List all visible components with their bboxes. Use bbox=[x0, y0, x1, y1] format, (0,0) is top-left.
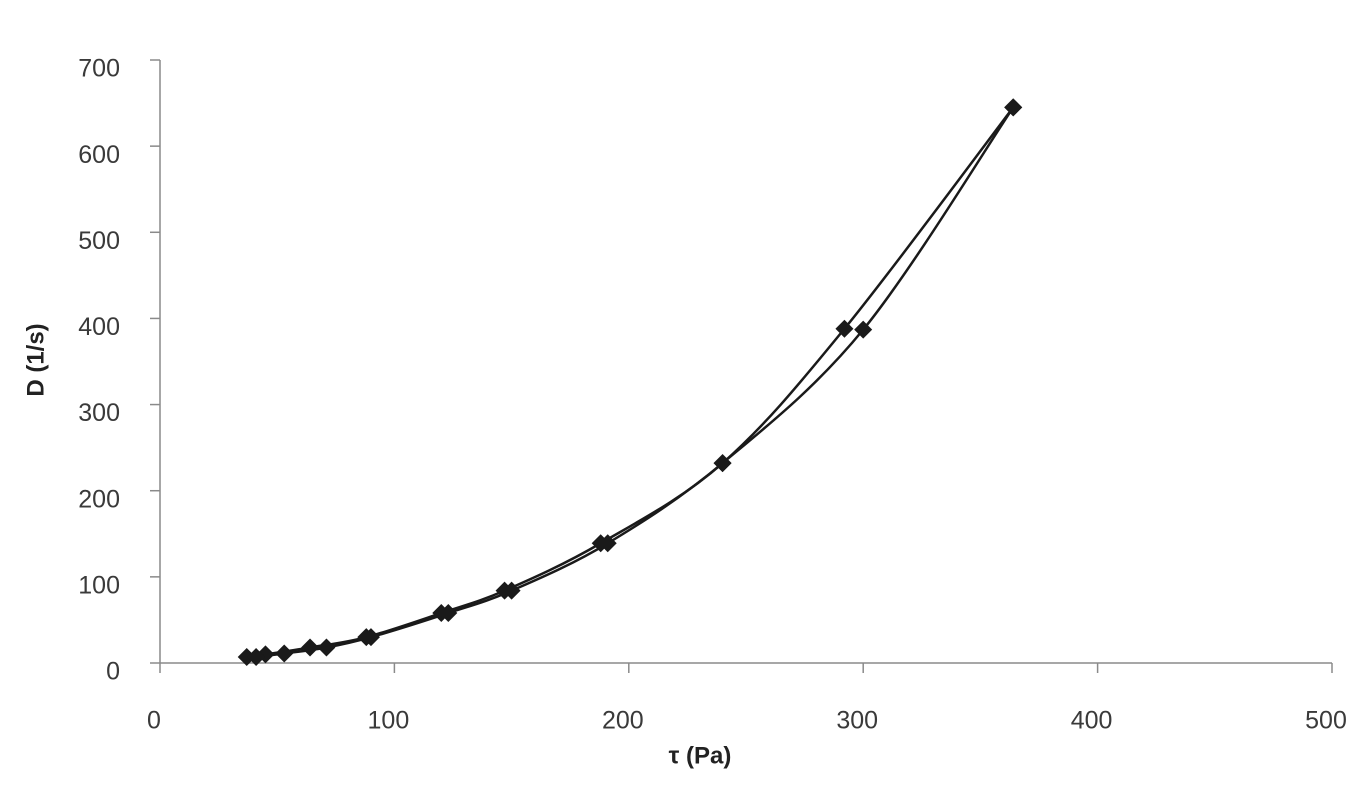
x-tick-label: 300 bbox=[836, 707, 878, 735]
series-line bbox=[255, 106, 1015, 659]
y-tick-label: 100 bbox=[78, 571, 120, 599]
marker bbox=[598, 534, 617, 553]
marker bbox=[713, 454, 732, 473]
y-tick-label: 400 bbox=[78, 313, 120, 341]
y-axis-title: D (1/s) bbox=[22, 323, 49, 396]
marker bbox=[275, 644, 294, 663]
x-tick-label: 100 bbox=[368, 707, 410, 735]
marker bbox=[502, 581, 521, 600]
marker bbox=[835, 319, 854, 338]
y-tick-label: 600 bbox=[78, 141, 120, 169]
marker bbox=[854, 320, 873, 339]
marker bbox=[1004, 98, 1023, 117]
series-line bbox=[246, 106, 1015, 659]
y-tick-label: 500 bbox=[78, 227, 120, 255]
y-tick-label: 200 bbox=[78, 485, 120, 513]
y-tick-label: 300 bbox=[78, 399, 120, 427]
x-tick-label: 0 bbox=[147, 707, 161, 735]
marker bbox=[361, 628, 380, 647]
y-tick-label: 0 bbox=[106, 658, 120, 686]
x-tick-label: 500 bbox=[1305, 707, 1347, 735]
marker bbox=[439, 604, 458, 623]
x-tick-label: 400 bbox=[1071, 707, 1113, 735]
x-axis-title: τ (Pa) bbox=[669, 742, 732, 769]
x-tick-label: 200 bbox=[602, 707, 644, 735]
marker bbox=[247, 647, 266, 666]
marker bbox=[301, 638, 320, 657]
marker bbox=[317, 638, 336, 657]
marker bbox=[237, 647, 256, 666]
y-tick-label: 700 bbox=[78, 55, 120, 83]
